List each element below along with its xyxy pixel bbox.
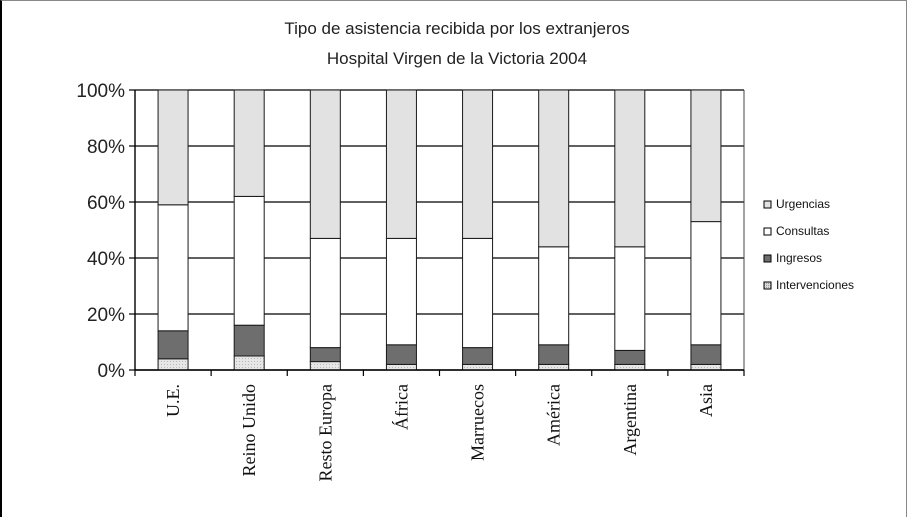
x-tick-label-marruecos: Marruecos [468,384,488,461]
bar-segment-urgencias-argentina [614,89,646,248]
bar-segment-consultas-africa [385,237,417,346]
bar-segment-consultas-marruecos [462,237,494,349]
legend-swatch-ingresos [763,254,772,263]
x-tick-label-argentina: Argentina [620,384,640,456]
y-tick-label: 100% [76,81,125,102]
bar-segment-urgencias-africa [385,89,417,239]
bar-segment-intervenciones-asia [690,363,722,371]
bar-segment-consultas-reino-unido [233,195,265,326]
bar-segment-intervenciones-reino-unido [233,355,265,371]
y-tick-label: 20% [87,305,125,326]
legend-swatch-consultas [763,227,772,236]
bar-segment-urgencias-asia [690,89,722,223]
bar-segment-urgencias-marruecos [462,89,494,239]
axes: 0% 20% 40% 60% 80% 100% U.E. Reino Unido Resto E… [76,81,745,481]
legend-label-ingresos: Ingresos [776,251,822,265]
legend-label-consultas: Consultas [776,224,829,238]
bar-segment-ingresos-africa [385,344,417,365]
bar-segment-urgencias-u-e [157,89,189,206]
bar-segment-intervenciones-resto-europa [309,361,341,371]
x-tick-label-africa: África [390,384,411,430]
legend-swatch-urgencias [763,200,772,209]
bar-segment-consultas-asia [690,221,722,346]
bar-segment-ingresos-argentina [614,349,646,365]
bar-segment-ingresos-asia [690,344,722,365]
y-tick-label: 0% [98,361,126,382]
x-tick-label-reino-unido: Reino Unido [239,384,259,477]
bar-segment-urgencias-reino-unido [233,89,265,197]
chart-subtitle: Hospital Virgen de la Victoria 2004 [327,49,587,68]
bar-segment-ingresos-resto-europa [309,347,341,363]
gridlines [135,89,744,371]
bar-segment-consultas-u-e [157,204,189,332]
y-tick-label: 40% [87,249,125,270]
bar-segment-intervenciones-argentina [614,363,646,371]
bars [157,89,722,371]
legend: Urgencias Consultas Ingresos Intervenciones [763,197,854,292]
bar-segment-urgencias-america [538,89,570,248]
chart-title: Tipo de asistencia recibida por los extr… [284,19,629,38]
bar-segment-ingresos-america [538,344,570,365]
legend-label-intervenciones: Intervenciones [776,278,854,292]
bar-segment-intervenciones-u-e [157,358,189,371]
bar-segment-consultas-america [538,246,570,346]
bar-segment-ingresos-marruecos [462,347,494,365]
x-tick-label-resto-europa: Resto Europa [315,384,335,481]
y-tick-label: 60% [87,193,125,214]
y-tick-label: 80% [87,137,125,158]
bar-segment-intervenciones-africa [385,363,417,371]
bar-segment-urgencias-resto-europa [309,89,341,239]
bar-segment-consultas-argentina [614,246,646,351]
bar-segment-ingresos-reino-unido [233,324,265,357]
bar-segment-intervenciones-america [538,363,570,371]
bar-segment-intervenciones-marruecos [462,363,494,371]
x-tick-label-asia: Asia [696,384,716,417]
bar-segment-ingresos-u-e [157,330,189,360]
x-tick-label-america: América [544,384,564,446]
bar-segment-consultas-resto-europa [309,237,341,349]
x-tick-label-u-e: U.E. [163,384,183,417]
legend-label-urgencias: Urgencias [776,197,830,211]
legend-swatch-intervenciones [763,281,772,290]
